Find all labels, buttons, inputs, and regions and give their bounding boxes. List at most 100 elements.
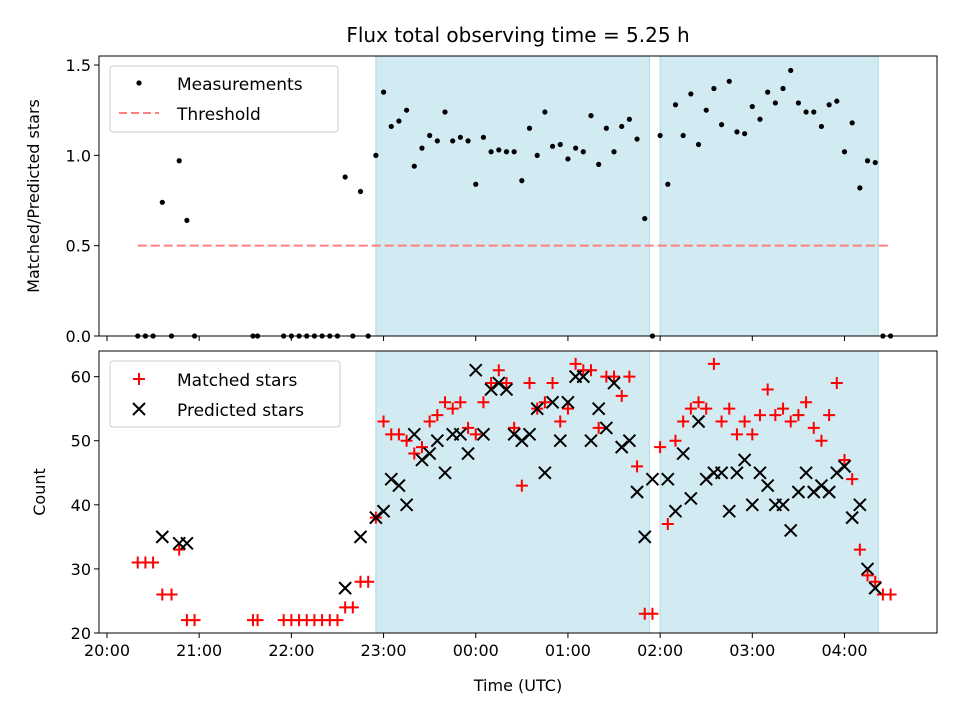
observing-window-1 [375, 350, 650, 634]
predicted-star-point [730, 466, 744, 480]
matched-star-point [173, 543, 186, 556]
predicted-star-point [776, 498, 790, 512]
matched-star-point [861, 569, 874, 582]
matched-star-point [677, 415, 690, 428]
y-tick-label: 60 [71, 368, 91, 387]
measurement-point [841, 149, 848, 155]
predicted-star-point [791, 485, 806, 499]
matched-star-point [331, 614, 344, 627]
matched-star-point [623, 370, 636, 383]
predicted-star-point [538, 466, 552, 480]
measurement-point [734, 129, 740, 135]
predicted-star-point [155, 530, 170, 544]
matched-star-point [147, 556, 160, 569]
measurement-point [496, 147, 502, 153]
measurement-point [404, 107, 410, 113]
predicted-star-point [630, 485, 644, 499]
count-legend-box [109, 360, 341, 428]
matched-star-point [400, 434, 413, 447]
x-tick-label: 00:00 [453, 641, 499, 660]
matched-star-point [446, 402, 459, 415]
predicted-star-point [799, 466, 813, 480]
legend-predicted-marker [132, 402, 146, 416]
legend-matched-label: Matched stars [177, 371, 297, 391]
measurement-point [565, 156, 571, 162]
matched-star-point [823, 409, 836, 422]
matched-star-point [692, 396, 705, 409]
matched-star-point [523, 377, 536, 390]
predicted-star-point [753, 466, 767, 480]
measurement-point [872, 159, 878, 166]
measurement-point [780, 85, 786, 92]
x-tick-label: 02:00 [637, 641, 683, 660]
matched-star-point [853, 543, 866, 556]
matched-star-point [615, 389, 628, 402]
predicted-star-point [180, 536, 194, 550]
y-tick-label: 40 [71, 496, 91, 515]
matched-star-point [454, 396, 467, 409]
measurement-point [380, 89, 387, 95]
measurement-point [411, 163, 417, 169]
measurement-point [834, 98, 840, 104]
matched-star-point [569, 357, 582, 370]
measurement-point [742, 131, 748, 137]
matched-star-point [377, 415, 390, 428]
predicted-star-point [561, 395, 575, 409]
measurement-point [826, 102, 832, 108]
predicted-star-point [553, 434, 567, 448]
measurement-point [503, 149, 510, 155]
y-tick-label: 1.5 [66, 56, 91, 75]
measurement-point [534, 152, 540, 158]
measurement-point [680, 132, 686, 139]
matched-star-point [492, 364, 505, 377]
ratio-panel-frame [98, 55, 938, 337]
matched-star-point [515, 479, 528, 492]
matched-star-point [392, 428, 405, 441]
matched-star-point [815, 434, 828, 447]
measurement-point [818, 123, 825, 130]
measurement-point [864, 158, 871, 164]
matched-star-point [707, 357, 720, 370]
ratio-legend: Measurements Threshold [109, 65, 339, 133]
matched-star-point [807, 421, 820, 434]
matched-star-point [554, 415, 567, 428]
measurement-point [480, 134, 487, 140]
x-tick-label: 03:00 [729, 641, 775, 660]
measurement-point [626, 116, 632, 122]
matched-star-point [792, 409, 805, 422]
matched-star-point [738, 415, 751, 428]
predicted-star-point [853, 498, 867, 512]
measurement-point [357, 188, 364, 195]
predicted-star-point [784, 523, 798, 538]
measurement-point [465, 138, 471, 144]
measurement-point [849, 120, 855, 126]
measurement-point [159, 199, 165, 205]
measurement-point [573, 145, 579, 151]
measurement-point [665, 181, 671, 187]
observing-window-2 [659, 55, 879, 337]
matched-star-point [500, 377, 513, 390]
predicted-star-point [599, 421, 614, 435]
predicted-star-point [422, 446, 437, 461]
predicted-star-point [469, 363, 483, 377]
predicted-star-point [737, 453, 752, 467]
x-tick-label: 23:00 [361, 641, 407, 660]
predicted-star-point [691, 414, 706, 429]
matched-star-point [746, 428, 759, 441]
measurement-point [788, 67, 794, 74]
predicted-star-point [338, 581, 352, 595]
matched-star-point [188, 614, 201, 627]
x-tick-label: 01:00 [545, 641, 591, 660]
matched-star-point [646, 607, 659, 620]
matched-star-point [608, 370, 621, 383]
observing-window-2 [659, 350, 879, 634]
predicted-star-point [392, 478, 406, 493]
matched-star-point [784, 415, 797, 428]
predicted-star-point [522, 427, 537, 442]
count-panel-frame [98, 350, 938, 634]
predicted-star-point [353, 530, 368, 544]
x-tick-label: 21:00 [176, 641, 222, 660]
measurement-point [557, 141, 563, 148]
measurement-point [603, 125, 609, 131]
predicted-star-point [607, 376, 621, 390]
